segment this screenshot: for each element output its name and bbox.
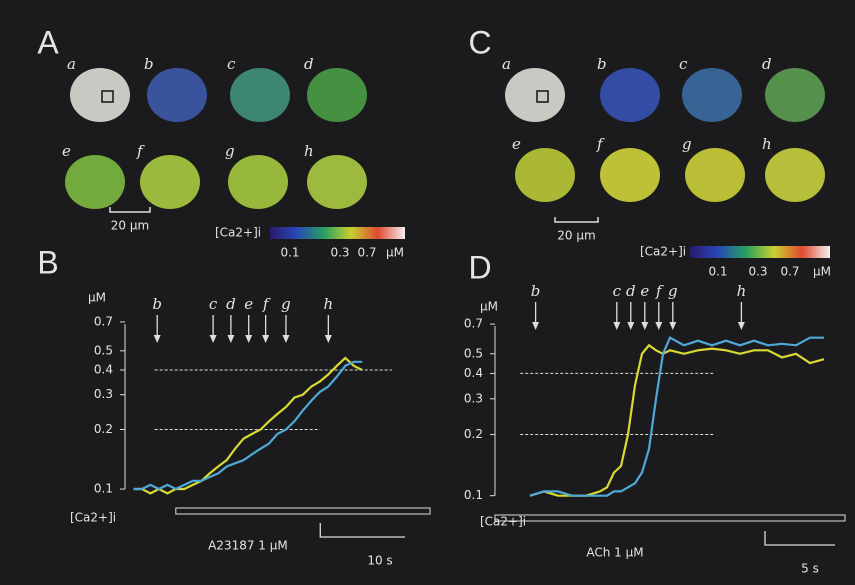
- cell-label: d: [762, 55, 772, 73]
- cell-label: c: [679, 55, 688, 73]
- colorbar: [690, 246, 830, 258]
- cell-image: [505, 68, 565, 122]
- time-scale-label: 10 s: [367, 554, 392, 568]
- y-tick-label: 0.1: [94, 482, 113, 496]
- event-label: c: [613, 282, 622, 300]
- ca-label: [Ca2+]i: [70, 511, 116, 525]
- panel-label: A: [37, 24, 59, 60]
- event-label: c: [209, 295, 218, 313]
- event-label: g: [668, 282, 678, 300]
- event-label: e: [640, 282, 649, 300]
- scale-bar-label: 20 μm: [557, 229, 595, 243]
- cell-label: c: [227, 55, 236, 73]
- cell-image: [765, 68, 825, 122]
- colorbar-label: [Ca2+]i: [640, 245, 686, 259]
- cell-label: g: [682, 135, 692, 153]
- cell-image: [228, 155, 288, 209]
- y-tick-label: 0.5: [94, 343, 113, 357]
- cell-image: [765, 148, 825, 202]
- cell-label: d: [304, 55, 314, 73]
- y-tick-label: 0.2: [94, 422, 113, 436]
- figure: Aabcdefgh20 μm[Ca2+]i0.10.30.7μMCabcdefg…: [0, 0, 855, 585]
- cell-image: [230, 68, 290, 122]
- colorbar-label: [Ca2+]i: [215, 226, 261, 240]
- scale-bar-label: 20 μm: [111, 219, 149, 233]
- cell-label: a: [67, 55, 76, 73]
- cell-label: h: [762, 135, 772, 153]
- y-axis-label: μM: [88, 291, 106, 305]
- y-tick-label: 0.5: [464, 346, 483, 360]
- event-label: h: [323, 295, 333, 313]
- event-label: d: [626, 282, 636, 300]
- colorbar: [270, 227, 405, 239]
- cell-label: e: [62, 142, 71, 160]
- cell-label: a: [502, 55, 511, 73]
- colorbar-tick: 0.1: [280, 246, 299, 260]
- y-tick-label: 0.4: [464, 366, 483, 380]
- event-label: d: [226, 295, 236, 313]
- colorbar-unit: μM: [386, 246, 404, 260]
- cell-image: [147, 68, 207, 122]
- event-label: b: [152, 295, 162, 313]
- colorbar-unit: μM: [813, 265, 831, 279]
- cell-label: b: [144, 55, 154, 73]
- y-tick-label: 0.7: [464, 317, 483, 331]
- cell-image: [515, 148, 575, 202]
- y-tick-label: 0.3: [94, 387, 113, 401]
- cell-label: h: [304, 142, 314, 160]
- cell-image: [307, 68, 367, 122]
- cell-image: [70, 68, 130, 122]
- panel-label: B: [37, 244, 58, 280]
- cell-label: b: [597, 55, 607, 73]
- event-label: b: [531, 282, 541, 300]
- event-label: h: [737, 282, 747, 300]
- y-tick-label: 0.2: [464, 427, 483, 441]
- cell-image: [685, 148, 745, 202]
- colorbar-tick: 0.1: [708, 265, 727, 279]
- panel-label: D: [468, 249, 491, 285]
- cell-image: [600, 68, 660, 122]
- y-tick-label: 0.1: [464, 488, 483, 502]
- stimulus-label: ACh 1 μM: [586, 546, 643, 560]
- colorbar-tick: 0.7: [357, 246, 376, 260]
- y-axis-label: μM: [480, 300, 498, 314]
- cell-image: [600, 148, 660, 202]
- colorbar-tick: 0.7: [780, 265, 799, 279]
- event-label: e: [244, 295, 253, 313]
- colorbar-tick: 0.3: [748, 265, 767, 279]
- cell-image: [307, 155, 367, 209]
- panel-label: C: [468, 24, 491, 60]
- y-tick-label: 0.4: [94, 362, 113, 376]
- y-tick-label: 0.7: [94, 314, 113, 328]
- colorbar-tick: 0.3: [330, 246, 349, 260]
- cell-image: [682, 68, 742, 122]
- event-label: g: [281, 295, 291, 313]
- cell-image: [65, 155, 125, 209]
- cell-image: [140, 155, 200, 209]
- cell-label: g: [225, 142, 235, 160]
- cell-label: e: [512, 135, 521, 153]
- stimulus-label: A23187 1 μM: [208, 539, 288, 553]
- y-tick-label: 0.3: [464, 391, 483, 405]
- time-scale-label: 5 s: [801, 562, 819, 576]
